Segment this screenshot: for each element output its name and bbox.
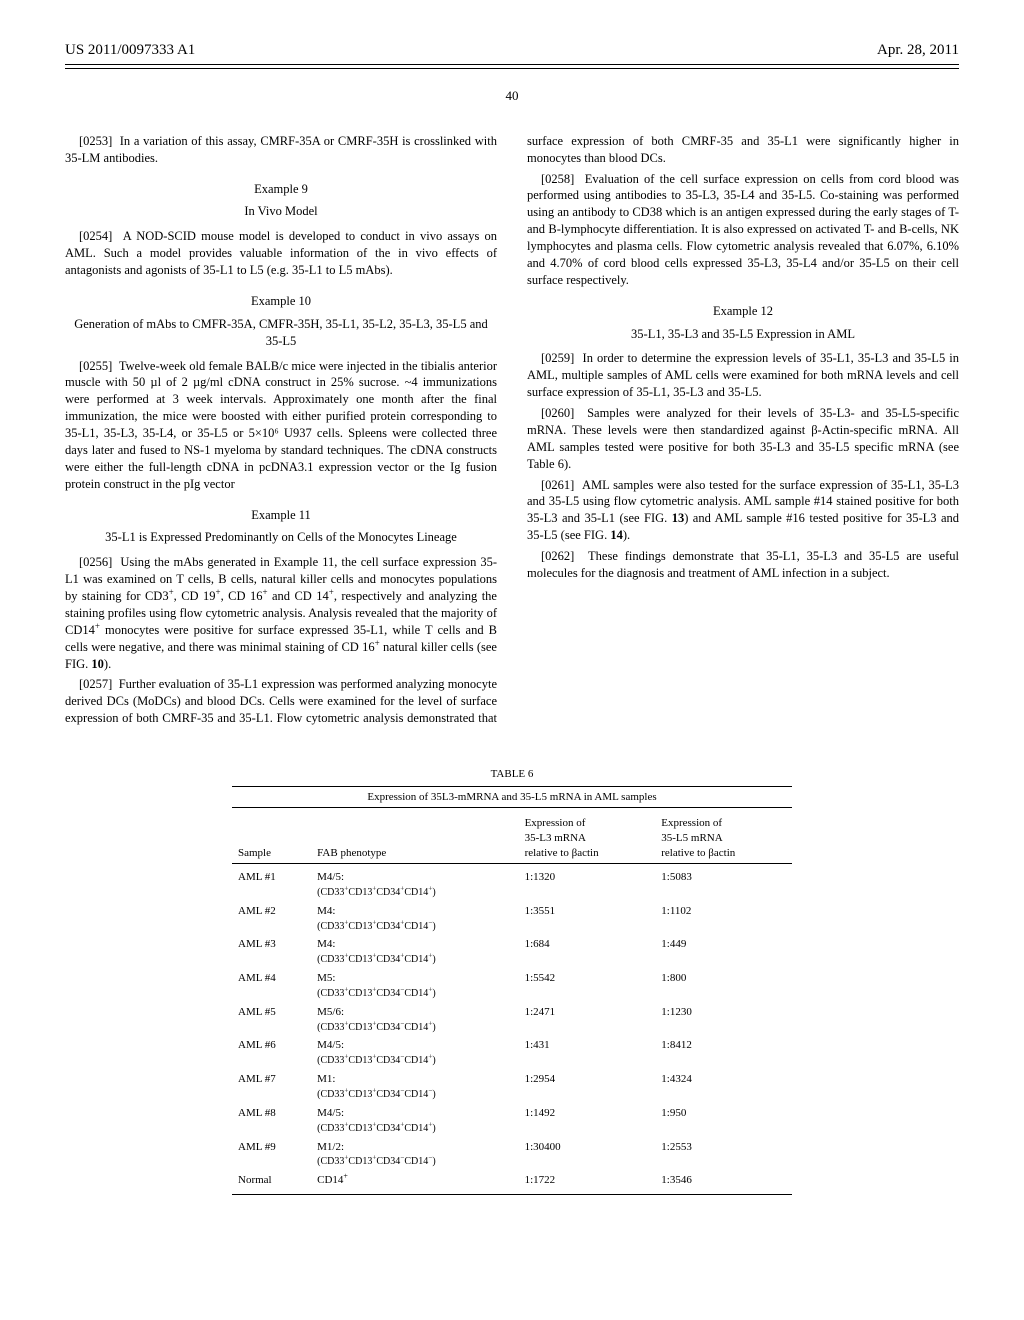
para-0259: [0259] In order to determine the express… (527, 350, 959, 401)
cell-sample: AML #2 (232, 902, 311, 936)
cell-sample: AML #3 (232, 935, 311, 969)
example-10-title: Example 10 (65, 293, 497, 310)
cell-l3: 1:1492 (519, 1104, 656, 1138)
cell-l3: 1:2471 (519, 1003, 656, 1037)
para-0259-text: In order to determine the expression lev… (527, 351, 959, 399)
para-0255: [0255] Twelve-week old female BALB/c mic… (65, 358, 497, 493)
example-12-subtitle: 35-L1, 35-L3 and 35-L5 Expression in AML (527, 326, 959, 343)
cell-l3: 1:2954 (519, 1070, 656, 1104)
cell-l3: 1:684 (519, 935, 656, 969)
table-row: AML #2 M4:(CD33+CD13+CD34+CD14−) 1:3551 … (232, 902, 792, 936)
cell-l5: 1:950 (655, 1104, 792, 1138)
table-body: Expression of 35L3-mMRNA and 35-L5 mRNA … (232, 786, 792, 1195)
table-row: AML #3 M4:(CD33+CD13+CD34+CD14+) 1:684 1… (232, 935, 792, 969)
cell-fab: CD14+ (311, 1171, 518, 1194)
page-number: 40 (65, 87, 959, 105)
cell-l3: 1:431 (519, 1036, 656, 1070)
para-0255-text: Twelve-week old female BALB/c mice were … (65, 359, 497, 491)
col-sample: Sample (232, 808, 311, 864)
cell-sample: AML #6 (232, 1036, 311, 1070)
cell-l5: 1:4324 (655, 1070, 792, 1104)
para-0258: [0258] Evaluation of the cell surface ex… (527, 171, 959, 289)
cell-fab: M4/5:(CD33+CD13+CD34+CD14+) (311, 864, 518, 902)
table-row: AML #9 M1/2:(CD33+CD13+CD34−CD14−) 1:304… (232, 1138, 792, 1172)
para-0261: [0261] AML samples were also tested for … (527, 477, 959, 545)
example-11-subtitle: 35-L1 is Expressed Predominantly on Cell… (65, 529, 497, 546)
cell-fab: M5:(CD33+CD13+CD34−CD14+) (311, 969, 518, 1003)
para-0254-text: A NOD-SCID mouse model is developed to c… (65, 229, 497, 277)
publication-number: US 2011/0097333 A1 (65, 40, 195, 60)
table-row: AML #6 M4/5:(CD33+CD13+CD34−CD14+) 1:431… (232, 1036, 792, 1070)
cell-fab: M1:(CD33+CD13+CD34−CD14−) (311, 1070, 518, 1104)
example-10-subtitle: Generation of mAbs to CMFR-35A, CMFR-35H… (65, 316, 497, 350)
example-12-title: Example 12 (527, 303, 959, 320)
table-caption: Expression of 35L3-mMRNA and 35-L5 mRNA … (232, 786, 792, 808)
table-row: AML #8 M4/5:(CD33+CD13+CD34+CD14+) 1:149… (232, 1104, 792, 1138)
table-row: AML #7 M1:(CD33+CD13+CD34−CD14−) 1:2954 … (232, 1070, 792, 1104)
example-11-title: Example 11 (65, 507, 497, 524)
cell-fab: M4:(CD33+CD13+CD34+CD14+) (311, 935, 518, 969)
table-row: AML #4 M5:(CD33+CD13+CD34−CD14+) 1:5542 … (232, 969, 792, 1003)
para-0253-text: In a variation of this assay, CMRF-35A o… (65, 134, 497, 165)
col-l5: Expression of35-L5 mRNArelative to βacti… (655, 808, 792, 864)
body-columns: [0253] In a variation of this assay, CMR… (65, 133, 959, 753)
cell-l5: 1:8412 (655, 1036, 792, 1070)
table-row: AML #5 M5/6:(CD33+CD13+CD34−CD14+) 1:247… (232, 1003, 792, 1037)
para-0262: [0262] These findings demonstrate that 3… (527, 548, 959, 582)
example-9-title: Example 9 (65, 181, 497, 198)
cell-l5: 1:1230 (655, 1003, 792, 1037)
cell-fab: M4/5:(CD33+CD13+CD34−CD14+) (311, 1036, 518, 1070)
cell-sample: Normal (232, 1171, 311, 1194)
cell-fab: M1/2:(CD33+CD13+CD34−CD14−) (311, 1138, 518, 1172)
col-fab: FAB phenotype (311, 808, 518, 864)
cell-l5: 1:3546 (655, 1171, 792, 1194)
cell-l3: 1:1722 (519, 1171, 656, 1194)
cell-l5: 1:800 (655, 969, 792, 1003)
cell-fab: M4/5:(CD33+CD13+CD34+CD14+) (311, 1104, 518, 1138)
cell-fab: M4:(CD33+CD13+CD34+CD14−) (311, 902, 518, 936)
cell-sample: AML #5 (232, 1003, 311, 1037)
example-9-subtitle: In Vivo Model (65, 203, 497, 220)
para-0258-text: Evaluation of the cell surface expressio… (527, 172, 959, 287)
cell-l3: 1:30400 (519, 1138, 656, 1172)
col-l3: Expression of35-L3 mRNArelative to βacti… (519, 808, 656, 864)
publication-date: Apr. 28, 2011 (877, 40, 959, 60)
cell-sample: AML #1 (232, 864, 311, 902)
table-row: Normal CD14+ 1:1722 1:3546 (232, 1171, 792, 1194)
cell-sample: AML #4 (232, 969, 311, 1003)
table-row: AML #1 M4/5:(CD33+CD13+CD34+CD14+) 1:132… (232, 864, 792, 902)
page-header: US 2011/0097333 A1 Apr. 28, 2011 (65, 40, 959, 65)
cell-l3: 1:1320 (519, 864, 656, 902)
cell-sample: AML #7 (232, 1070, 311, 1104)
cell-l5: 1:1102 (655, 902, 792, 936)
para-0254: [0254] A NOD-SCID mouse model is develop… (65, 228, 497, 279)
para-0260: [0260] Samples were analyzed for their l… (527, 405, 959, 473)
table-label: TABLE 6 (232, 767, 792, 782)
para-0256-text: Using the mAbs generated in Example 11, … (65, 555, 497, 670)
cell-sample: AML #8 (232, 1104, 311, 1138)
cell-sample: AML #9 (232, 1138, 311, 1172)
cell-l3: 1:5542 (519, 969, 656, 1003)
para-0262-text: These findings demonstrate that 35-L1, 3… (527, 549, 959, 580)
cell-fab: M5/6:(CD33+CD13+CD34−CD14+) (311, 1003, 518, 1037)
cell-l5: 1:449 (655, 935, 792, 969)
cell-l3: 1:3551 (519, 902, 656, 936)
para-0253: [0253] In a variation of this assay, CMR… (65, 133, 497, 167)
header-underline (65, 68, 959, 69)
para-0256: [0256] Using the mAbs generated in Examp… (65, 554, 497, 672)
cell-l5: 1:5083 (655, 864, 792, 902)
para-0260-text: Samples were analyzed for their levels o… (527, 406, 959, 471)
para-0261-text: AML samples were also tested for the sur… (527, 478, 959, 543)
cell-l5: 1:2553 (655, 1138, 792, 1172)
table-6: TABLE 6 Expression of 35L3-mMRNA and 35-… (232, 767, 792, 1195)
